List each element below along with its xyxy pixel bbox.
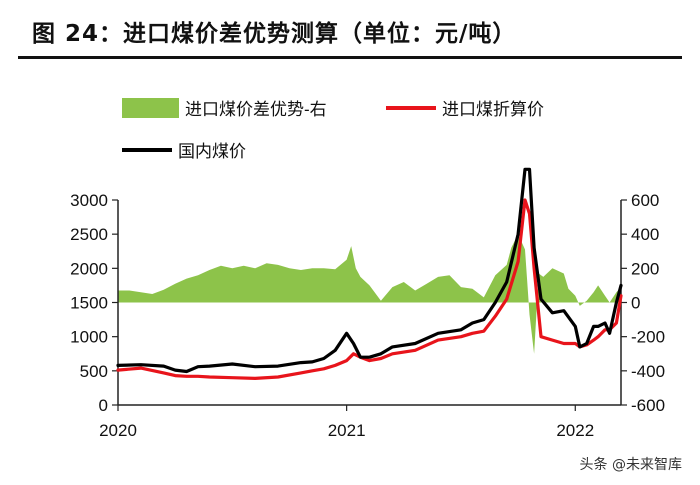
area-series-layer — [118, 234, 621, 354]
left-tick-label: 2500 — [70, 225, 108, 244]
line-series-domestic-coal-price — [116, 167, 623, 374]
left-tick-label: 2000 — [70, 259, 108, 278]
left-tick-label: 0 — [99, 396, 108, 415]
watermark-text: 头条 @未来智库 — [575, 453, 686, 475]
x-tick-label: 2021 — [328, 421, 366, 440]
legend-swatch-area — [122, 98, 179, 118]
x-tick-label: 2022 — [556, 421, 594, 440]
axes-layer: 0 500 1000 1500 2000 2500 3000 -600 -400 -200 0 200… — [70, 191, 665, 440]
right-tick-label: 200 — [631, 259, 659, 278]
legend-label: 国内煤价 — [178, 142, 246, 161]
right-tick-label: 0 — [631, 294, 640, 313]
left-tick-label: 500 — [80, 362, 108, 381]
x-tick-label: 2020 — [99, 421, 137, 440]
area-series-price-advantage — [118, 234, 621, 354]
right-tick-label: -200 — [631, 328, 665, 347]
left-tick-label: 3000 — [70, 191, 108, 210]
right-tick-label: 400 — [631, 225, 659, 244]
line-series-layer — [116, 167, 623, 380]
title-underline — [18, 56, 682, 59]
left-tick-label: 1000 — [70, 328, 108, 347]
legend-label: 进口煤价差优势-右 — [185, 100, 327, 119]
right-tick-label: 600 — [631, 191, 659, 210]
right-tick-label: -400 — [631, 362, 665, 381]
chart-title: 图 24：进口煤价差优势测算（单位：元/吨） — [32, 21, 517, 47]
left-tick-label: 1500 — [70, 294, 108, 313]
right-tick-label: -600 — [631, 396, 665, 415]
legend-label: 进口煤折算价 — [442, 100, 544, 119]
